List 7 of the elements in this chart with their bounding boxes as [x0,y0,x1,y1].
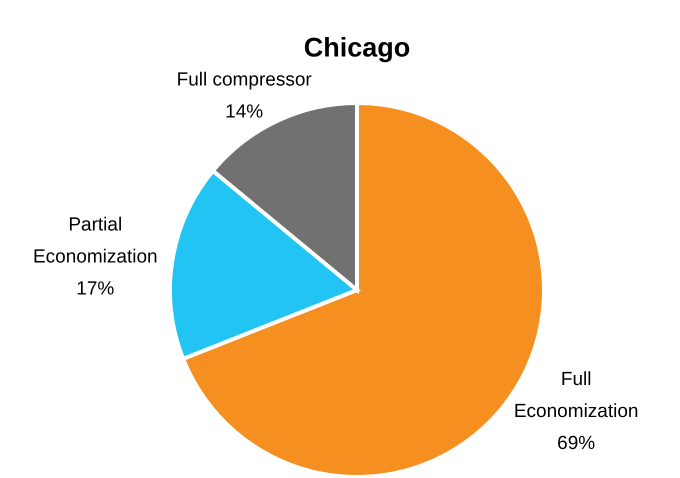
data-label: 17% [76,278,114,300]
slice-label: Partial Economization [32,214,158,268]
chart-title: Chicago [304,32,410,62]
data-label: 14% [225,101,264,122]
data-label: 69% [557,432,596,454]
slice-label: Full compressor [176,69,312,90]
slice-label: Full Economization [514,368,638,422]
